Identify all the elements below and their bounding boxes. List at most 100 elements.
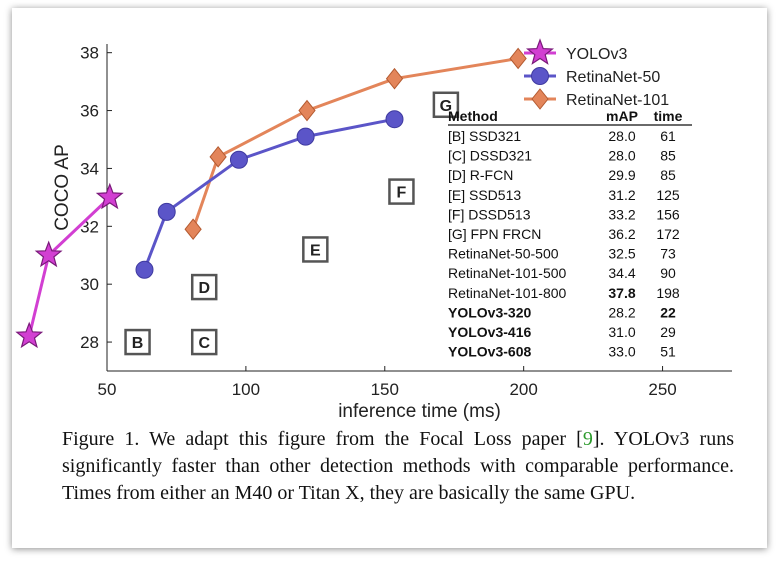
caption-reference-link[interactable]: 9 — [582, 428, 593, 450]
table-cell-method: RetinaNet-50-500 — [448, 246, 559, 262]
table-header-map: mAP — [606, 108, 638, 124]
results-table: Method mAP time [B] SSD321 28.0 61 [C] DSSD321… — [448, 108, 692, 360]
table-row: [B] SSD321 28.0 61 — [448, 128, 676, 144]
table-cell-time: 61 — [660, 128, 676, 144]
table-cell-method: [F] DSSD513 — [448, 206, 531, 222]
box-point-label: G — [440, 98, 452, 115]
table-cell-method: [G] FPN FRCN — [448, 226, 541, 242]
table-cell-map: 31.2 — [608, 187, 635, 203]
data-point-retinanet-50 — [229, 150, 248, 169]
table-cell-time: 51 — [660, 344, 676, 360]
table-cell-method: [C] DSSD321 — [448, 148, 532, 164]
x-tick-label: 50 — [98, 380, 117, 399]
data-point-yolov3 — [15, 321, 44, 349]
box-point-frame — [124, 328, 151, 356]
data-point-retinanet-50 — [135, 260, 154, 279]
data-point-retinanet-101 — [184, 218, 202, 241]
x-axis-title: inference time (ms) — [338, 401, 501, 422]
table-cell-time: 22 — [660, 304, 676, 320]
table-cell-time: 90 — [660, 265, 676, 281]
caption-prefix: Figure 1. We adapt this figure from the … — [62, 428, 583, 450]
table-cell-map: 28.2 — [608, 304, 635, 320]
box-point-frame — [190, 328, 218, 356]
box-point-frame — [190, 273, 218, 301]
table-row: [G] FPN FRCN 36.2 172 — [448, 226, 680, 242]
box-point-frame — [432, 91, 460, 119]
figure-frame: 50 100 150 200 250 28 30 32 34 36 38 inference time… — [12, 8, 767, 548]
table-cell-time: 29 — [660, 324, 676, 340]
table-cell-method: [D] R-FCN — [448, 167, 513, 183]
table-cell-map: 31.0 — [608, 324, 635, 340]
legend-label: RetinaNet-50 — [566, 69, 660, 86]
table-row: YOLOv3-416 31.0 29 — [448, 324, 676, 340]
box-point-c: C — [190, 328, 218, 356]
box-point-frame — [388, 178, 415, 205]
table-row: RetinaNet-101-800 37.8 198 — [448, 285, 680, 301]
box-point-d: D — [190, 273, 218, 301]
box-point-b: B — [124, 328, 151, 356]
data-point-retinanet-50 — [296, 127, 315, 146]
data-point-retinanet-101 — [509, 47, 527, 70]
table-cell-method: RetinaNet-101-500 — [448, 265, 567, 281]
table-cell-time: 125 — [656, 187, 680, 203]
table-cell-method: [E] SSD513 — [448, 187, 521, 203]
box-point-label: C — [198, 335, 210, 352]
data-point-retinanet-101 — [209, 146, 227, 168]
table-header-time: time — [654, 108, 683, 124]
table-row: YOLOv3-608 33.0 51 — [448, 344, 676, 360]
table-cell-map: 28.0 — [608, 148, 635, 164]
table-cell-map: 29.9 — [608, 167, 635, 183]
series-line-retinanet-50 — [143, 117, 395, 271]
table-cell-time: 156 — [656, 206, 680, 222]
box-point-frame — [302, 236, 329, 263]
table-cell-map: 32.5 — [608, 246, 635, 262]
table-cell-method: [B] SSD321 — [448, 128, 521, 144]
y-tick-label: 38 — [80, 44, 99, 63]
x-tick-label: 100 — [232, 380, 260, 399]
table-row: [F] DSSD513 33.2 156 — [448, 206, 680, 222]
table-cell-map: 28.0 — [608, 128, 635, 144]
table-row: [E] SSD513 31.2 125 — [448, 187, 680, 203]
table-cell-method: RetinaNet-101-800 — [448, 285, 567, 301]
table-cell-map: 33.0 — [608, 344, 635, 360]
table-cell-map: 36.2 — [608, 226, 635, 242]
y-tick-label: 28 — [80, 333, 99, 352]
table-header-method: Method — [448, 108, 498, 124]
box-point-g: G — [432, 91, 460, 119]
table-cell-time: 85 — [660, 148, 676, 164]
plot-area: B C D E F G — [15, 47, 527, 356]
table-cell-method: YOLOv3-608 — [448, 344, 531, 360]
y-axis-title: COCO AP — [52, 144, 73, 231]
x-tick-label: 150 — [371, 380, 399, 399]
legend-marker-yolov3 — [525, 38, 555, 65]
table-row: [C] DSSD321 28.0 85 — [448, 148, 676, 164]
table-cell-map: 37.8 — [608, 285, 635, 301]
box-point-e: E — [302, 236, 329, 263]
legend: YOLOv3 RetinaNet-50 RetinaNet-101 — [524, 38, 669, 110]
box-point-f: F — [388, 178, 415, 205]
figure-caption: Figure 1. We adapt this figure from the … — [62, 426, 734, 507]
axes: 50 100 150 200 250 28 30 32 34 36 38 inference time… — [52, 44, 732, 422]
y-tick-label: 36 — [80, 102, 99, 121]
box-point-label: D — [198, 280, 210, 297]
table-row: RetinaNet-50-500 32.5 73 — [448, 246, 676, 262]
legend-label: RetinaNet-101 — [566, 92, 669, 109]
data-point-retinanet-101 — [385, 67, 404, 90]
data-point-retinanet-101 — [298, 99, 316, 122]
y-tick-label: 34 — [80, 159, 99, 178]
table-row: [D] R-FCN 29.9 85 — [448, 167, 676, 183]
legend-marker-retinanet-101 — [531, 88, 549, 110]
table-cell-time: 73 — [660, 246, 676, 262]
y-tick-label: 32 — [80, 217, 99, 236]
legend-marker-retinanet-50 — [531, 67, 549, 85]
box-point-label: B — [132, 335, 144, 352]
table-cell-map: 33.2 — [608, 206, 635, 222]
data-point-yolov3 — [95, 182, 124, 210]
box-point-label: E — [310, 242, 321, 259]
table-row: RetinaNet-101-500 34.4 90 — [448, 265, 676, 281]
x-tick-label: 250 — [648, 380, 676, 399]
coco-ap-chart: 50 100 150 200 250 28 30 32 34 36 38 inference time… — [15, 38, 732, 422]
table-cell-method: YOLOv3-320 — [448, 304, 531, 320]
table-cell-map: 34.4 — [608, 265, 635, 281]
table-row: YOLOv3-320 28.2 22 — [448, 304, 676, 320]
